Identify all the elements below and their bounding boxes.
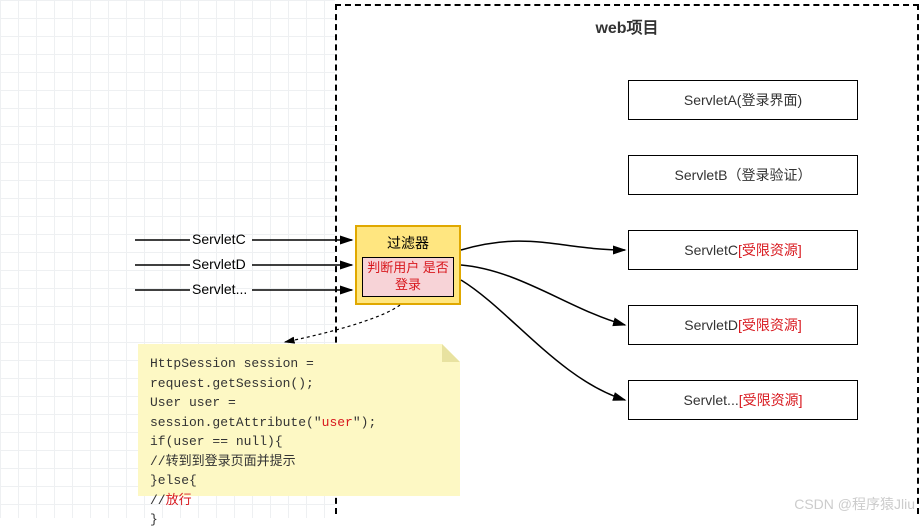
servlet-b-box: ServletB （登录验证） (628, 155, 858, 195)
servlet-b-suffix: （登录验证） (727, 165, 811, 185)
filter-title: 过滤器 (387, 233, 429, 253)
filter-inner: 判断用户 是否登录 (362, 257, 454, 297)
code-l5: }else{ (150, 471, 448, 491)
request-label-d: ServletD (192, 256, 246, 272)
code-l2: User user = session.getAttribute("user")… (150, 393, 448, 432)
code-l3: if(user == null){ (150, 432, 448, 452)
servlet-c-box: ServletC [受限资源] (628, 230, 858, 270)
watermark: CSDN @程序猿Jliu (794, 494, 915, 514)
code-note: HttpSession session = request.getSession… (138, 344, 460, 496)
code-l4: //转到到登录页面并提示 (150, 452, 448, 472)
servlet-e-box: Servlet... [受限资源] (628, 380, 858, 420)
code-l2c: "); (353, 415, 376, 430)
servlet-d-box: ServletD [受限资源] (628, 305, 858, 345)
servlet-a-box: ServletA (登录界面) (628, 80, 858, 120)
servlet-c-suffix: [受限资源] (738, 240, 802, 260)
servlet-b-name: ServletB (675, 167, 728, 183)
code-l7: } (150, 510, 448, 530)
container-title: web项目 (337, 14, 917, 38)
request-label-c: ServletC (192, 231, 246, 247)
servlet-e-name: Servlet... (683, 392, 738, 408)
filter-box: 过滤器 判断用户 是否登录 (355, 225, 461, 305)
servlet-c-name: ServletC (684, 242, 738, 258)
code-l1: HttpSession session = request.getSession… (150, 354, 448, 393)
servlet-a-name: ServletA (684, 92, 737, 108)
code-l6b: 放行 (166, 493, 192, 508)
request-label-e: Servlet... (192, 281, 247, 297)
servlet-e-suffix: [受限资源] (739, 390, 803, 410)
servlet-d-name: ServletD (684, 317, 738, 333)
code-l6a: // (150, 493, 166, 508)
servlet-a-suffix: (登录界面) (737, 90, 802, 110)
code-l6: //放行 (150, 491, 448, 511)
servlet-d-suffix: [受限资源] (738, 315, 802, 335)
code-l2a: User user = session.getAttribute(" (150, 395, 322, 430)
code-l2b: user (322, 415, 353, 430)
